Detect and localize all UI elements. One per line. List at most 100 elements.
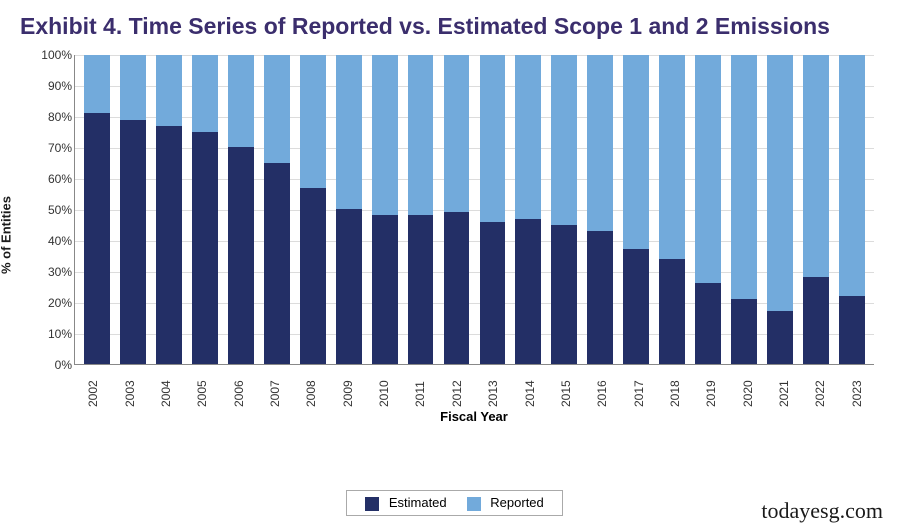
bar-column xyxy=(582,55,618,364)
x-tick-label: 2009 xyxy=(341,369,355,407)
x-tick-label: 2012 xyxy=(450,369,464,407)
bar-stack xyxy=(839,55,865,364)
y-tick-label: 50% xyxy=(36,203,72,217)
x-tick-label: 2010 xyxy=(377,369,391,407)
bar-segment-reported xyxy=(120,55,146,120)
x-tick-label: 2007 xyxy=(268,369,282,407)
bar-stack xyxy=(444,55,470,364)
bar-stack xyxy=(623,55,649,364)
y-tick-label: 0% xyxy=(36,358,72,372)
bar-stack xyxy=(228,55,254,364)
bar-column xyxy=(834,55,870,364)
bar-segment-reported xyxy=(444,55,470,213)
chart-title: Exhibit 4. Time Series of Reported vs. E… xyxy=(0,0,909,45)
bar-column xyxy=(79,55,115,364)
bar-segment-estimated xyxy=(587,231,613,364)
x-tick-label: 2008 xyxy=(304,369,318,407)
bar-column xyxy=(798,55,834,364)
x-tick-label: 2023 xyxy=(850,369,864,407)
bar-column xyxy=(510,55,546,364)
bar-segment-reported xyxy=(228,55,254,148)
plot-area xyxy=(74,55,874,365)
bar-segment-reported xyxy=(839,55,865,296)
bar-stack xyxy=(731,55,757,364)
bar-stack xyxy=(803,55,829,364)
bar-column xyxy=(618,55,654,364)
bar-segment-reported xyxy=(84,55,110,114)
bar-segment-reported xyxy=(623,55,649,250)
bar-segment-estimated xyxy=(839,296,865,364)
bar-column xyxy=(259,55,295,364)
bar-column xyxy=(403,55,439,364)
bar-segment-reported xyxy=(767,55,793,311)
bar-segment-estimated xyxy=(803,277,829,364)
bar-stack xyxy=(192,55,218,364)
bar-segment-estimated xyxy=(767,311,793,364)
y-tick-label: 100% xyxy=(36,48,72,62)
x-tick-label: 2020 xyxy=(741,369,755,407)
bar-segment-reported xyxy=(803,55,829,277)
y-tick-label: 80% xyxy=(36,110,72,124)
bar-segment-estimated xyxy=(659,259,685,364)
bar-column xyxy=(187,55,223,364)
bar-column xyxy=(546,55,582,364)
bar-stack xyxy=(767,55,793,364)
y-tick-label: 30% xyxy=(36,265,72,279)
bar-segment-reported xyxy=(300,55,326,188)
y-tick-label: 20% xyxy=(36,296,72,310)
x-tick-label: 2015 xyxy=(559,369,573,407)
x-tick-label: 2019 xyxy=(704,369,718,407)
bar-segment-estimated xyxy=(515,219,541,364)
bar-stack xyxy=(300,55,326,364)
x-tick-label: 2003 xyxy=(123,369,137,407)
bar-segment-reported xyxy=(336,55,362,210)
x-tick-label: 2005 xyxy=(195,369,209,407)
x-tick-label: 2018 xyxy=(668,369,682,407)
bar-segment-reported xyxy=(551,55,577,225)
bar-stack xyxy=(659,55,685,364)
bar-segment-estimated xyxy=(264,163,290,364)
y-tick-label: 40% xyxy=(36,234,72,248)
bar-segment-estimated xyxy=(408,215,434,363)
bar-column xyxy=(690,55,726,364)
bar-stack xyxy=(480,55,506,364)
bar-segment-estimated xyxy=(695,283,721,363)
bar-stack xyxy=(336,55,362,364)
bar-stack xyxy=(156,55,182,364)
bar-stack xyxy=(408,55,434,364)
bar-column xyxy=(762,55,798,364)
bar-column xyxy=(295,55,331,364)
chart-container: % of Entities 0%10%20%30%40%50%60%70%80%… xyxy=(12,45,892,425)
x-tick-label: 2013 xyxy=(486,369,500,407)
bar-segment-reported xyxy=(515,55,541,219)
x-tick-label: 2017 xyxy=(632,369,646,407)
bar-column xyxy=(474,55,510,364)
bar-segment-estimated xyxy=(551,225,577,364)
bar-segment-estimated xyxy=(192,132,218,364)
y-axis-label: % of Entities xyxy=(0,196,14,274)
bar-stack xyxy=(264,55,290,364)
bar-stack xyxy=(695,55,721,364)
legend-item-reported: Reported xyxy=(467,495,544,511)
bar-column xyxy=(654,55,690,364)
bar-segment-reported xyxy=(156,55,182,126)
bar-column xyxy=(331,55,367,364)
x-tick-label: 2002 xyxy=(86,369,100,407)
bar-segment-reported xyxy=(695,55,721,284)
bar-segment-reported xyxy=(264,55,290,163)
x-tick-label: 2011 xyxy=(413,369,427,407)
bar-segment-reported xyxy=(659,55,685,259)
x-tick-label: 2022 xyxy=(813,369,827,407)
bar-stack xyxy=(551,55,577,364)
bar-column xyxy=(439,55,475,364)
bar-segment-estimated xyxy=(444,212,470,363)
bar-segment-reported xyxy=(731,55,757,299)
bar-segment-reported xyxy=(372,55,398,216)
bar-segment-estimated xyxy=(372,215,398,363)
x-tick-label: 2021 xyxy=(777,369,791,407)
bar-stack xyxy=(372,55,398,364)
bar-segment-estimated xyxy=(731,299,757,364)
bar-stack xyxy=(515,55,541,364)
x-axis-label: Fiscal Year xyxy=(74,409,874,424)
bar-column xyxy=(151,55,187,364)
